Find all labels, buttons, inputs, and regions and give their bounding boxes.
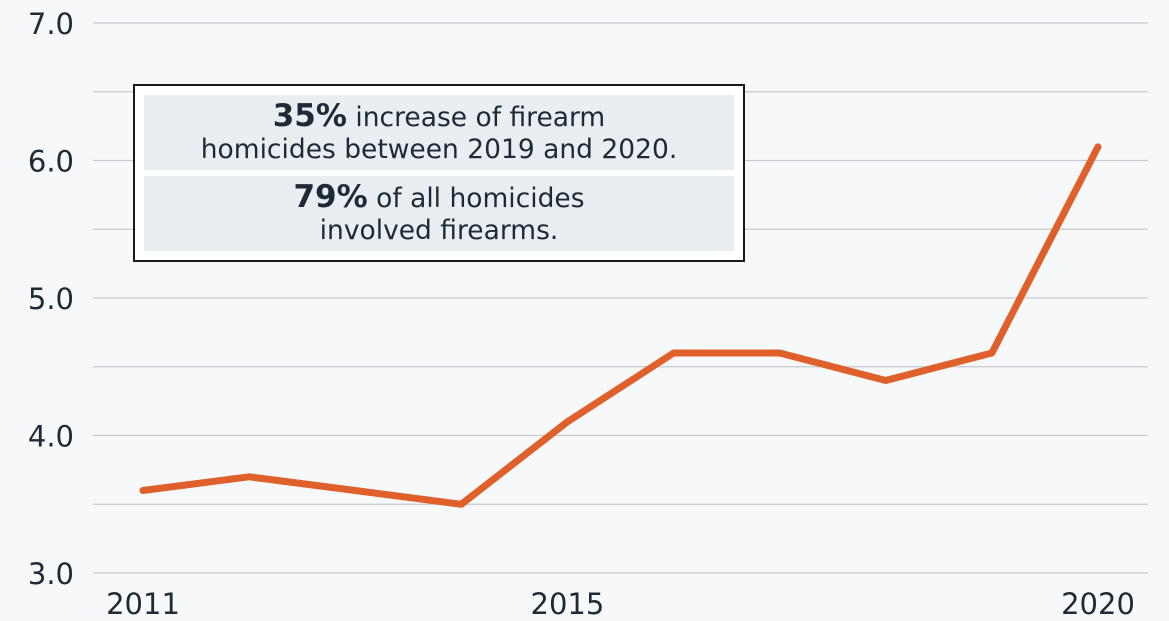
- y-axis-tick-labels: 3.0 4.0 5.0 6.0 7.0: [28, 7, 74, 591]
- x-tick-label: 2011: [106, 587, 180, 621]
- x-tick-label: 2020: [1061, 587, 1135, 621]
- y-tick-label: 3.0: [28, 557, 74, 591]
- series-group: [139, 143, 1102, 508]
- stat-value-increase: 35%: [272, 98, 347, 134]
- annotation-line: 79% of all homicides: [144, 181, 734, 215]
- stat-text-share-line2: involved firearms.: [319, 215, 559, 246]
- annotation-stat-firearm-share: 79% of all homicides involved firearms.: [144, 176, 734, 251]
- y-tick-label: 5.0: [28, 282, 74, 316]
- stat-text-increase-line1: increase of firearm: [346, 102, 606, 133]
- x-axis-tick-labels: 2011 2015 2020: [106, 587, 1135, 621]
- y-tick-label: 6.0: [28, 145, 74, 179]
- y-tick-label: 7.0: [28, 7, 74, 41]
- x-tick-label: 2015: [531, 587, 605, 621]
- annotation-line: 35% increase of firearm: [144, 100, 734, 134]
- y-tick-label: 4.0: [28, 420, 74, 454]
- series-line: [139, 143, 1102, 508]
- stat-value-share: 79%: [293, 179, 368, 215]
- annotation-box: 35% increase of firearm homicides betwee…: [133, 84, 745, 262]
- annotation-stat-firearm-increase: 35% increase of firearm homicides betwee…: [144, 95, 734, 170]
- stat-text-share-line1: of all homicides: [367, 183, 585, 214]
- stat-text-increase-line2: homicides between 2019 and 2020.: [200, 134, 678, 165]
